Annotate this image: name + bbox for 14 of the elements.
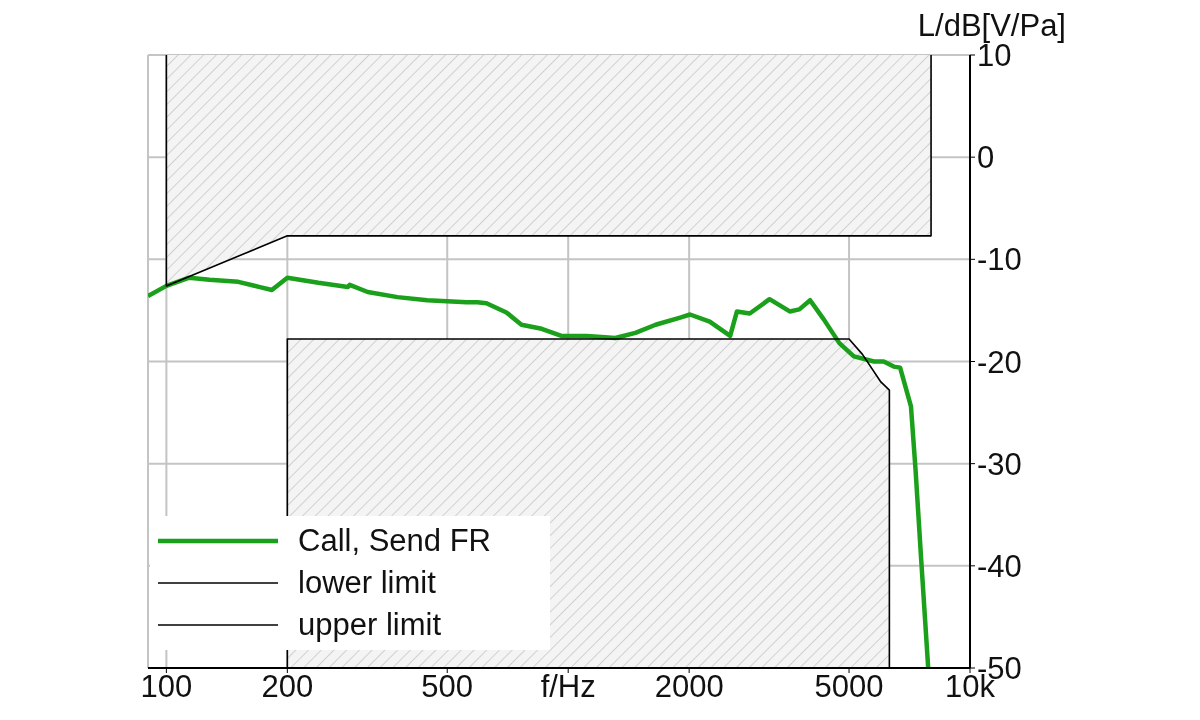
legend-label: Call, Send FR bbox=[298, 523, 491, 559]
y-tick-label: 0 bbox=[977, 140, 995, 176]
x-tick-label: f/Hz bbox=[540, 669, 596, 705]
x-tick-label: 500 bbox=[421, 669, 474, 705]
legend-label: lower limit bbox=[298, 565, 436, 601]
legend-label: upper limit bbox=[298, 607, 441, 643]
y-tick-label: -20 bbox=[977, 344, 1022, 380]
y-tick-label: -30 bbox=[977, 446, 1022, 482]
y-tick-label: -10 bbox=[977, 242, 1022, 278]
x-tick-label: 5000 bbox=[814, 669, 884, 705]
x-tick-label: 2000 bbox=[654, 669, 724, 705]
x-tick-label: 200 bbox=[261, 669, 314, 705]
x-tick-label: 100 bbox=[140, 669, 193, 705]
y-tick-label: -40 bbox=[977, 548, 1022, 584]
